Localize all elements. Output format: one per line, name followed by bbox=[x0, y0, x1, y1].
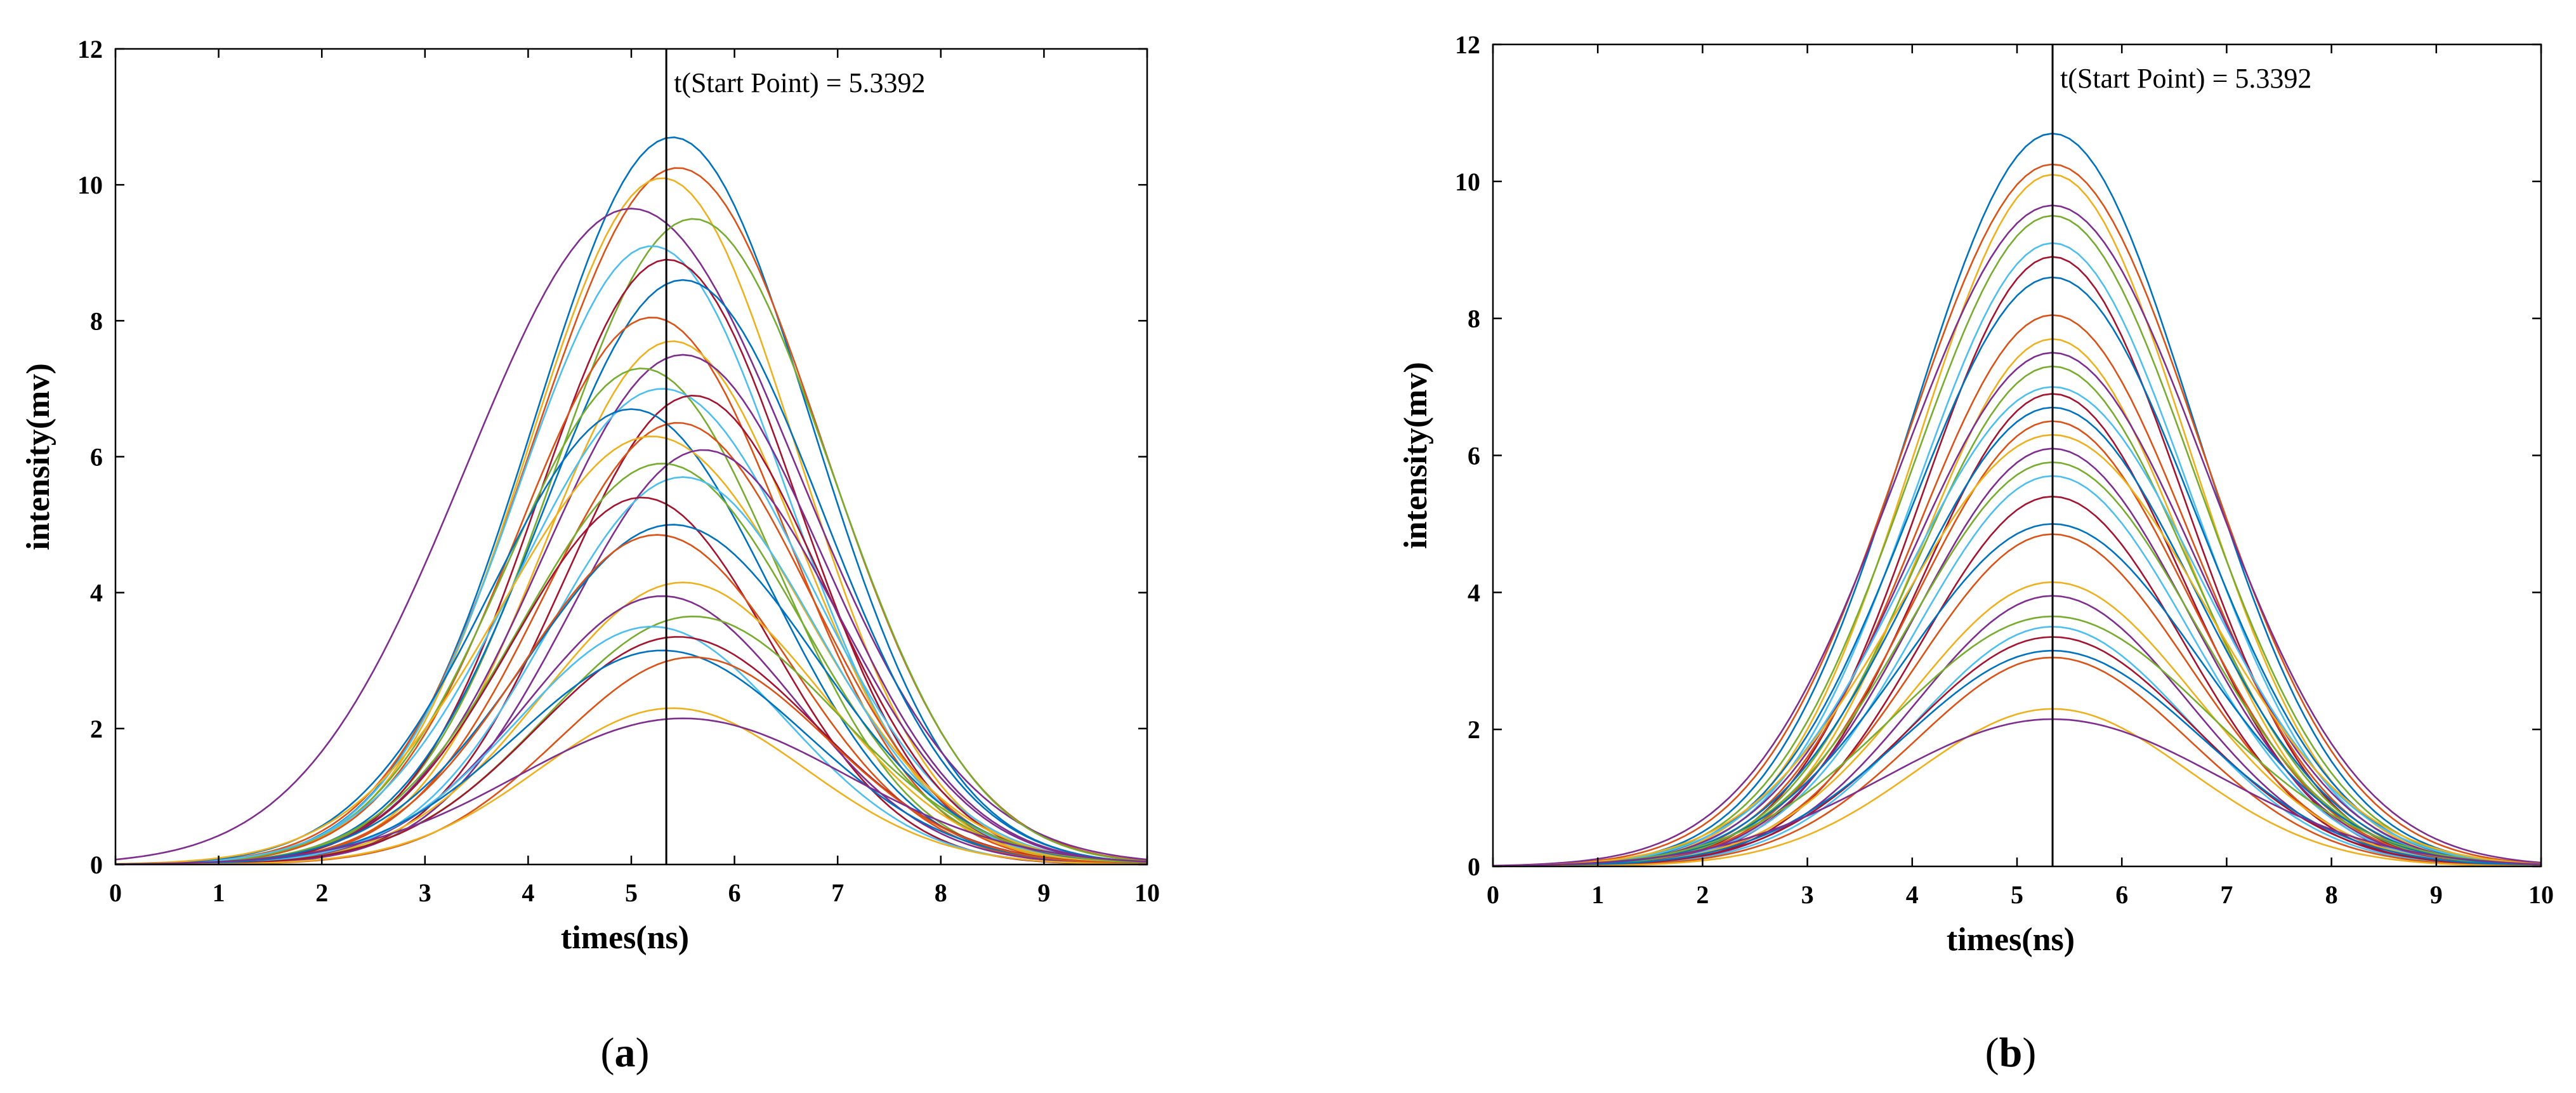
x-tick-label: 9 bbox=[1037, 878, 1050, 907]
x-tick-label: 8 bbox=[935, 878, 947, 907]
start-point-annotation: t(Start Point) = 5.3392 bbox=[2060, 63, 2311, 94]
x-tick-label: 0 bbox=[109, 878, 122, 907]
series-line-s5 bbox=[1493, 215, 2541, 866]
y-tick-label: 2 bbox=[1468, 715, 1480, 744]
plot-frame bbox=[114, 48, 1148, 866]
x-tick-label: 10 bbox=[1134, 878, 1160, 907]
series-line-s28 bbox=[1493, 636, 2541, 866]
series-line-s32 bbox=[115, 717, 1147, 864]
y-axis-title: intensity(mv) bbox=[1398, 362, 1434, 549]
plot-frame bbox=[1492, 43, 2542, 868]
x-tick-label: 1 bbox=[1591, 880, 1604, 909]
x-tick-label: 6 bbox=[2115, 880, 2128, 909]
x-tick-label: 7 bbox=[2220, 880, 2233, 909]
series-line-s2 bbox=[115, 167, 1147, 864]
series-line-s21 bbox=[115, 496, 1147, 864]
series-line-s1 bbox=[1493, 132, 2541, 866]
x-tick-label: 4 bbox=[522, 878, 534, 907]
series-line-s13 bbox=[115, 388, 1147, 864]
series-line-s18 bbox=[115, 449, 1147, 864]
series-line-s12 bbox=[1493, 365, 2541, 866]
series-line-s31 bbox=[1493, 708, 2541, 866]
x-tick-label: 3 bbox=[1801, 880, 1814, 909]
series-line-s20 bbox=[115, 476, 1147, 864]
series-line-s15 bbox=[1493, 406, 2541, 866]
x-tick-label: 2 bbox=[1696, 880, 1709, 909]
series-line-s22 bbox=[115, 524, 1147, 864]
y-tick-label: 12 bbox=[77, 35, 103, 63]
series-line-s22 bbox=[1493, 523, 2541, 866]
series-line-s23 bbox=[1493, 533, 2541, 866]
x-tick-label: 1 bbox=[213, 878, 225, 907]
x-tick-label: 7 bbox=[831, 878, 844, 907]
x-axis-title: times(ns) bbox=[561, 920, 689, 956]
x-tick-label: 2 bbox=[315, 878, 328, 907]
series-line-s16 bbox=[115, 421, 1147, 864]
series-line-s2 bbox=[1493, 163, 2541, 866]
series-line-s26 bbox=[1493, 615, 2541, 866]
y-tick-label: 2 bbox=[90, 715, 103, 743]
series-group bbox=[1493, 132, 2541, 866]
x-tick-label: 5 bbox=[2011, 880, 2023, 909]
series-line-s15 bbox=[115, 408, 1147, 864]
x-tick-label: 9 bbox=[2430, 880, 2443, 909]
x-tick-label: 10 bbox=[2528, 880, 2554, 909]
series-line-s10 bbox=[1493, 338, 2541, 866]
x-tick-label: 0 bbox=[1487, 880, 1499, 909]
series-line-s6 bbox=[1493, 242, 2541, 866]
panel-label: (b) bbox=[1985, 1030, 2037, 1076]
series-line-s6 bbox=[115, 245, 1147, 864]
y-tick-label: 4 bbox=[1468, 578, 1480, 607]
series-line-s29 bbox=[1493, 649, 2541, 866]
series-line-s31 bbox=[115, 707, 1147, 864]
series-line-s29 bbox=[115, 649, 1147, 864]
series-line-s17 bbox=[115, 435, 1147, 864]
series-line-s11 bbox=[115, 354, 1147, 864]
y-tick-label: 6 bbox=[1468, 442, 1480, 470]
x-tick-label: 3 bbox=[419, 878, 431, 907]
series-line-s13 bbox=[1493, 386, 2541, 866]
series-group bbox=[115, 136, 1147, 864]
start-point-annotation: t(Start Point) = 5.3392 bbox=[674, 67, 925, 98]
x-tick-label: 8 bbox=[2325, 880, 2338, 909]
series-line-s17 bbox=[1493, 434, 2541, 866]
series-line-s4 bbox=[115, 208, 1147, 861]
panel-label: (a) bbox=[601, 1030, 650, 1076]
series-line-s11 bbox=[1493, 352, 2541, 866]
series-line-s26 bbox=[115, 615, 1147, 864]
series-line-s7 bbox=[115, 258, 1147, 864]
x-tick-label: 4 bbox=[1906, 880, 1919, 909]
y-tick-label: 0 bbox=[1468, 852, 1480, 881]
x-tick-label: 5 bbox=[625, 878, 638, 907]
y-axis-title: intensity(mv) bbox=[20, 363, 56, 550]
series-line-s14 bbox=[1493, 393, 2541, 866]
series-line-s32 bbox=[1493, 718, 2541, 866]
y-tick-label: 6 bbox=[90, 443, 103, 472]
y-tick-label: 12 bbox=[1455, 30, 1480, 59]
series-line-s4 bbox=[1493, 204, 2541, 866]
y-tick-label: 8 bbox=[90, 307, 103, 335]
x-axis-title: times(ns) bbox=[1947, 922, 2075, 958]
y-tick-label: 0 bbox=[90, 851, 103, 879]
y-tick-label: 10 bbox=[77, 171, 103, 199]
series-line-s1 bbox=[115, 136, 1147, 864]
series-line-s7 bbox=[1493, 256, 2541, 866]
series-line-s12 bbox=[115, 368, 1147, 864]
series-line-s8 bbox=[1493, 276, 2541, 866]
x-tick-label: 6 bbox=[728, 878, 741, 907]
y-tick-label: 8 bbox=[1468, 305, 1480, 333]
series-line-s19 bbox=[115, 463, 1147, 864]
y-tick-label: 4 bbox=[90, 579, 103, 607]
series-line-s30 bbox=[1493, 656, 2541, 866]
y-tick-label: 10 bbox=[1455, 168, 1480, 196]
